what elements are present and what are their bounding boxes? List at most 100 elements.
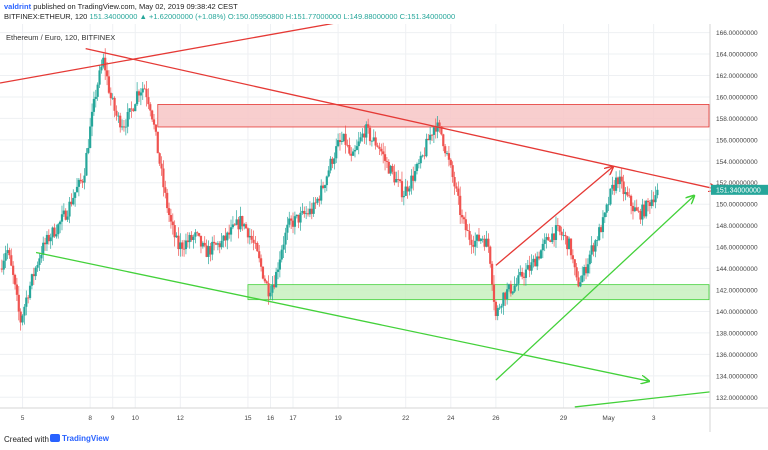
candle-up [211, 241, 214, 255]
candle-up [614, 177, 618, 191]
candle-down [173, 225, 176, 238]
candle-up [134, 104, 137, 112]
candle-up [554, 225, 558, 240]
candle-up [124, 126, 127, 128]
candle-down [32, 274, 35, 277]
candle-down [430, 134, 434, 136]
price-tick-label: 134.00000000 [716, 373, 758, 380]
candle-down [43, 242, 47, 245]
candle-down [573, 259, 576, 268]
candle-up [541, 243, 544, 251]
tradingview-logo[interactable]: TradingView [50, 434, 109, 443]
candle-up [579, 282, 582, 287]
candle-down [113, 97, 116, 111]
candle-down [393, 171, 396, 183]
candle-down [164, 187, 167, 193]
candle-down [196, 232, 199, 234]
candle-up [511, 291, 514, 294]
candle-up [222, 235, 225, 241]
candle-down [167, 208, 171, 215]
candle-up [51, 227, 54, 238]
candle-down [348, 145, 351, 154]
candle-down [291, 220, 295, 227]
candle-down [244, 224, 248, 229]
candle-down [321, 185, 325, 189]
candle-down [637, 210, 640, 212]
candle-up [36, 265, 39, 268]
candle-down [246, 228, 250, 238]
candle-up [498, 307, 501, 309]
candle-down [569, 238, 573, 256]
candle-up [38, 258, 41, 266]
candle-down [79, 179, 82, 182]
candle-up [293, 216, 296, 227]
candle-down [331, 158, 334, 164]
candle-up [282, 244, 285, 250]
candle-down [130, 108, 133, 110]
price-axis[interactable]: 166.00000000 164.00000000 162.00000000 160.… [716, 30, 758, 402]
candle-down [228, 232, 231, 235]
author-name[interactable]: valdrint [4, 2, 32, 11]
candle-down [160, 163, 163, 169]
candle-down [472, 244, 475, 247]
candle-up [590, 245, 593, 255]
candle-down [145, 88, 148, 98]
candle-up [320, 185, 323, 201]
time-tick-label: 15 [244, 415, 252, 422]
candle-down [451, 165, 454, 178]
candle-up [229, 227, 233, 235]
candle-up [45, 234, 49, 245]
candle-down [258, 251, 261, 259]
candle-down [584, 267, 588, 274]
chart-header: valdrint published on TradingView.com, M… [0, 0, 768, 24]
price-change: 151.34000000 ▲ +1.62000000 (+1.08%) [89, 12, 226, 21]
price-tick-label: 164.00000000 [716, 52, 758, 59]
candle-up [645, 200, 648, 217]
candle-up [530, 262, 533, 271]
bottom-right-line [574, 391, 711, 408]
candle-up [513, 285, 516, 292]
candle-down [556, 225, 559, 226]
candle-up [545, 237, 548, 240]
candle-up [479, 238, 482, 241]
candle-up [353, 149, 357, 152]
candle-up [102, 57, 105, 67]
candle-up [624, 192, 627, 195]
candle-up [539, 250, 543, 259]
candle-down [158, 153, 161, 164]
candle-up [269, 292, 272, 297]
candle-up [588, 254, 591, 265]
candle-up [66, 216, 69, 220]
candle-down [254, 242, 257, 244]
price-chart[interactable]: 166.00000000 164.00000000 162.00000000 160.… [0, 24, 768, 432]
candle-down [504, 292, 507, 300]
candle-up [175, 235, 178, 238]
candle-up [325, 176, 328, 186]
published-text: published on TradingView.com, May 02, 20… [33, 2, 238, 11]
candle-up [34, 267, 37, 277]
candle-up [59, 221, 62, 225]
candle-down [119, 115, 122, 128]
candle-down [205, 245, 208, 257]
candle-up [120, 126, 124, 128]
candle-up [68, 201, 71, 217]
candle-down [522, 276, 526, 278]
candle-up [239, 216, 242, 230]
candle-down [344, 133, 347, 145]
candle-up [286, 224, 289, 233]
price-tick-label: 154.00000000 [716, 159, 758, 166]
candle-up [42, 242, 45, 255]
candle-up [481, 238, 484, 240]
time-axis[interactable]: 5 8 9 10 12 15 16 17 19 22 24 26 29 May 3 [21, 415, 656, 422]
candle-down [374, 137, 377, 146]
candle-up [139, 92, 142, 96]
time-tick-label: 19 [334, 415, 342, 422]
candle-down [635, 207, 638, 211]
candle-down [494, 301, 497, 317]
candle-down [571, 255, 574, 260]
candle-up [184, 240, 188, 250]
upper-resistance-line [0, 24, 334, 84]
candle-up [57, 224, 60, 235]
candle-up [90, 111, 94, 127]
candle-down [592, 245, 595, 252]
